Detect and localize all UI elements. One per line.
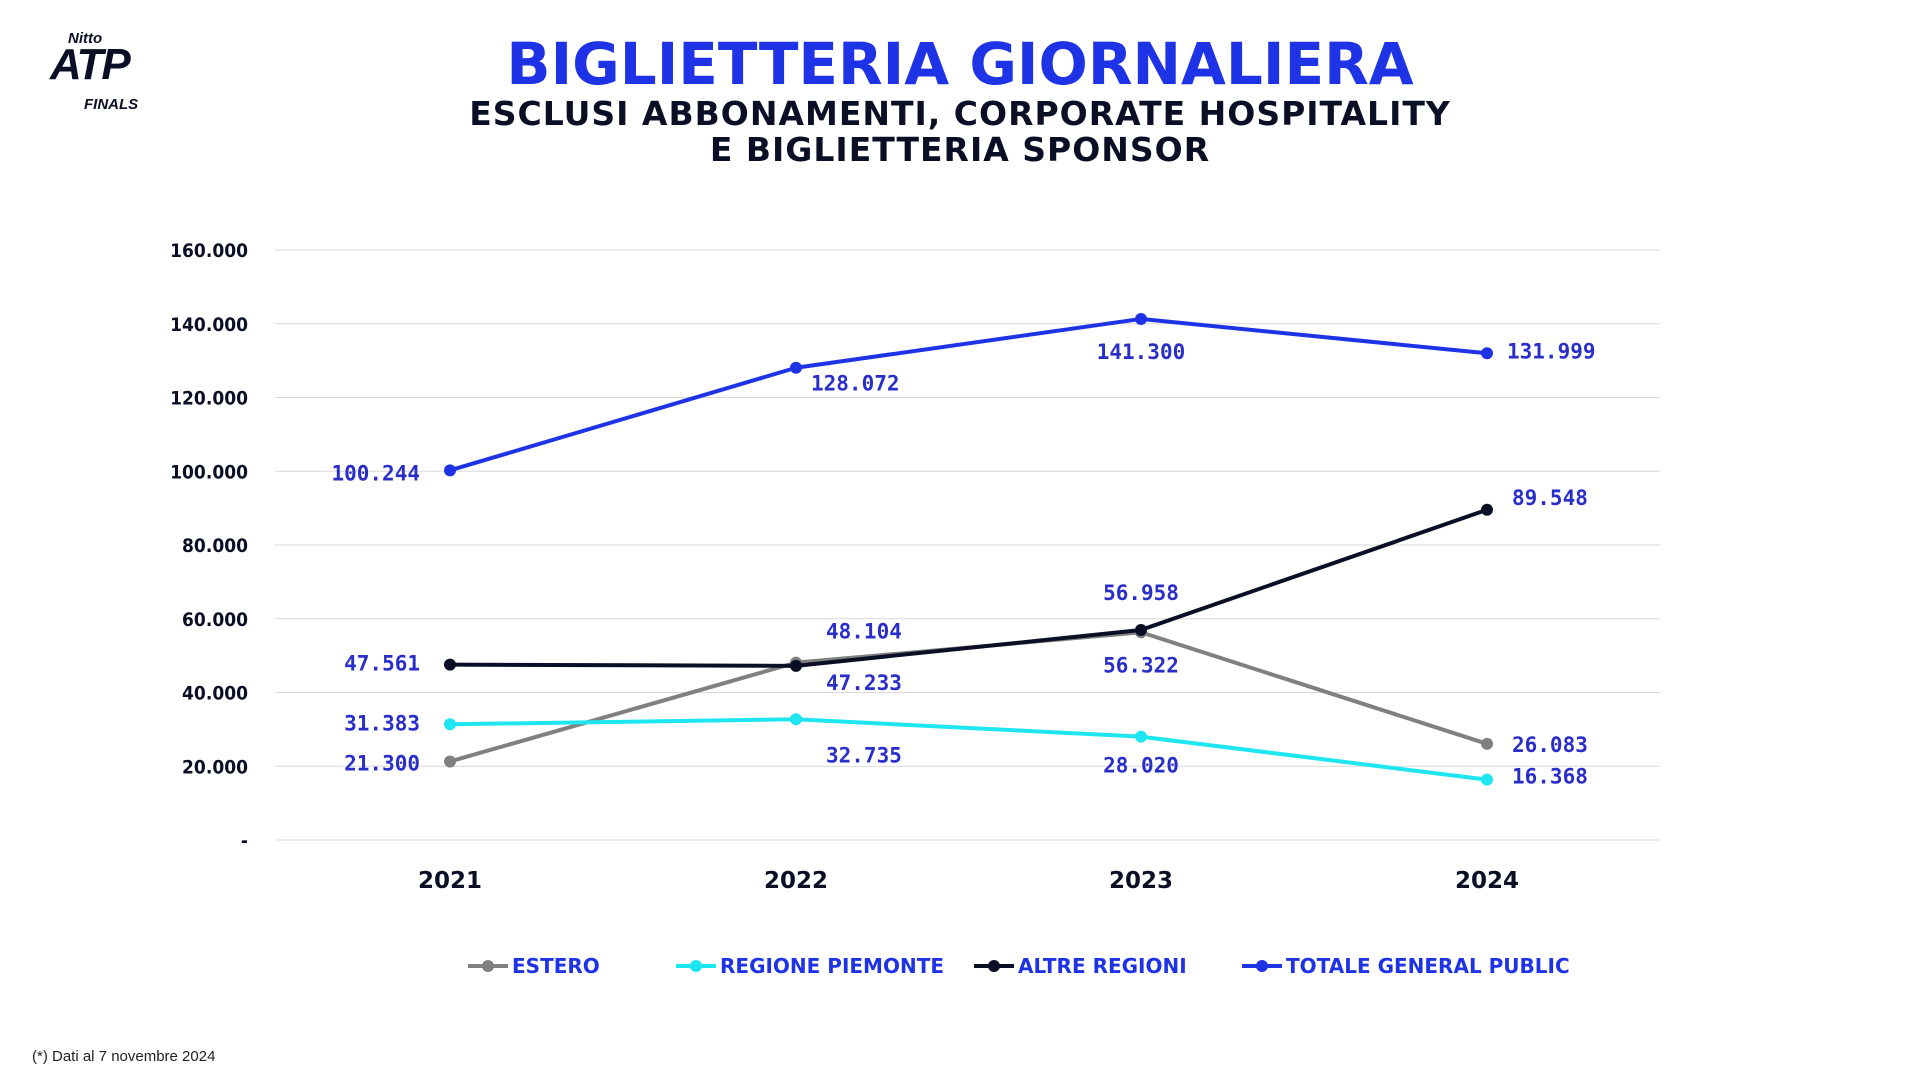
data-label: 47.561	[344, 652, 420, 676]
logo-atp-text: ATP	[50, 40, 131, 89]
data-point-regione-piemonte	[444, 718, 456, 731]
footnote: (*) Dati al 7 novembre 2024	[32, 1048, 216, 1065]
data-label: 141.300	[1097, 340, 1186, 364]
data-label: 100.244	[331, 461, 420, 485]
y-tick-label: 140.000	[170, 314, 248, 336]
y-tick-label: 100.000	[170, 461, 248, 483]
y-tick-label: 40.000	[182, 683, 248, 705]
data-label: 131.999	[1507, 339, 1596, 363]
data-label: 31.383	[344, 711, 420, 735]
atp-finals-logo: Nitto ATP FINALS	[40, 30, 160, 113]
data-point-altre-regioni	[444, 658, 456, 671]
data-label: 128.072	[811, 372, 900, 396]
y-axis: - 20.000 40.000 60.000 80.000 100.000 120.000 1…	[170, 240, 248, 852]
data-labels: 21.300 48.104 56.322 26.083 31.383 32.735 28.0…	[331, 339, 1595, 788]
data-label: 28.020	[1103, 754, 1179, 778]
chart-series	[444, 312, 1493, 786]
legend-label-totale-general-public: TOTALE GENERAL PUBLIC	[1286, 954, 1570, 978]
x-tick-label: 2021	[418, 868, 482, 894]
x-tick-label: 2024	[1455, 868, 1519, 894]
data-label: 48.104	[826, 620, 902, 644]
data-point-totale-general-public	[444, 464, 456, 477]
data-label: 56.322	[1103, 653, 1179, 677]
page-subtitle-line1: ESCLUSI ABBONAMENTI, CORPORATE HOSPITALI…	[469, 94, 1451, 133]
y-tick-label: 80.000	[182, 535, 248, 557]
y-tick-label: 120.000	[170, 388, 248, 410]
legend-marker-altre-regioni	[988, 960, 1000, 972]
series-line-totale-general-public	[449, 316, 1488, 473]
page-title: BIGLIETTERIA GIORNALIERA	[506, 30, 1414, 98]
data-point-altre-regioni	[1135, 623, 1147, 636]
legend-label-regione-piemonte: REGIONE PIEMONTE	[720, 954, 944, 978]
y-tick-label: -	[241, 830, 248, 852]
series-line-estero	[449, 630, 1488, 764]
series-line-altre-regioni	[449, 507, 1488, 668]
data-point-totale-general-public	[1135, 312, 1147, 325]
data-point-regione-piemonte	[1481, 773, 1493, 786]
legend-marker-totale-general-public	[1256, 960, 1268, 972]
data-label: 32.735	[826, 743, 902, 767]
data-label: 26.083	[1512, 733, 1588, 757]
data-point-altre-regioni	[1481, 503, 1493, 516]
data-label: 56.958	[1103, 581, 1179, 605]
x-tick-label: 2022	[764, 868, 828, 894]
data-point-estero	[1481, 737, 1493, 750]
y-tick-label: 160.000	[170, 240, 248, 262]
chart-gridlines	[275, 249, 1660, 841]
x-tick-label: 2023	[1109, 868, 1173, 894]
legend-label-altre-regioni: ALTRE REGIONI	[1018, 954, 1187, 978]
data-point-regione-piemonte	[1135, 730, 1147, 743]
data-label: 89.548	[1512, 486, 1588, 510]
y-tick-label: 20.000	[182, 756, 248, 778]
legend-marker-regione-piemonte	[690, 960, 702, 972]
data-point-regione-piemonte	[790, 713, 802, 726]
data-label: 16.368	[1512, 765, 1588, 789]
legend-marker-estero	[482, 960, 494, 972]
data-point-totale-general-public	[790, 361, 802, 374]
data-point-altre-regioni	[790, 659, 802, 672]
series-line-regione-piemonte	[449, 717, 1488, 782]
legend-label-estero: ESTERO	[512, 954, 600, 978]
data-label: 21.300	[344, 751, 420, 775]
data-point-estero	[444, 755, 456, 768]
page-subtitle-line2: E BIGLIETTERIA SPONSOR	[709, 130, 1211, 169]
data-point-totale-general-public	[1481, 347, 1493, 360]
chart-legend: ESTERO REGIONE PIEMONTE ALTRE REGIONI TOTAL…	[468, 954, 1570, 978]
data-label: 47.233	[826, 671, 902, 695]
logo-finals-text: FINALS	[84, 96, 139, 113]
y-tick-label: 60.000	[182, 609, 248, 631]
x-axis: 2021 2022 2023 2024	[418, 868, 1519, 894]
logo-nitto-text: Nitto	[68, 30, 103, 47]
